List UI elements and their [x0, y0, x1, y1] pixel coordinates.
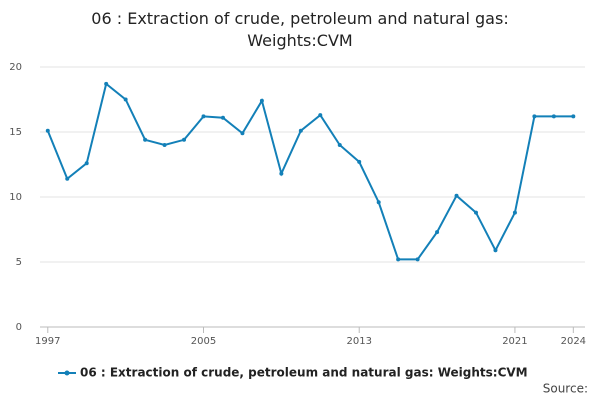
point [415, 257, 420, 262]
point [45, 128, 50, 133]
legend-marker [64, 370, 70, 376]
y-tick-label: 20 [9, 62, 22, 73]
legend-text: 06 : Extraction of crude, petroleum and … [80, 366, 528, 380]
point [162, 143, 167, 147]
x-tick-label: 2013 [346, 336, 371, 347]
point [182, 137, 187, 142]
point [123, 97, 128, 102]
point [298, 128, 303, 133]
point [571, 114, 576, 119]
chart-title: 06 : Extraction of crude, petroleum and … [91, 9, 509, 50]
point [512, 210, 517, 215]
x-tick-label: 2005 [191, 336, 216, 347]
point [357, 159, 362, 164]
point [396, 257, 401, 262]
point [84, 161, 89, 166]
point [279, 171, 284, 176]
line [46, 82, 574, 261]
x-tick-label: 2021 [502, 336, 527, 347]
point [376, 200, 381, 205]
point [454, 193, 459, 198]
y-tick-label: 0 [16, 322, 22, 333]
point [65, 176, 70, 181]
point [318, 113, 323, 118]
y-tick-label: 15 [9, 127, 22, 138]
point [435, 230, 440, 235]
point [337, 143, 342, 147]
point [104, 81, 109, 86]
point [240, 131, 245, 136]
x-tick-label: 1997 [35, 336, 60, 347]
source: Source: [543, 382, 588, 396]
point [551, 114, 556, 119]
point [259, 98, 264, 103]
point [532, 114, 537, 119]
point [220, 115, 225, 120]
point [474, 210, 478, 215]
point [143, 137, 148, 142]
x-tick-label: 2024 [561, 336, 586, 347]
y-tick-label: 10 [9, 192, 22, 203]
point [493, 248, 498, 253]
y-tick-label: 5 [16, 257, 22, 268]
point [201, 114, 206, 119]
